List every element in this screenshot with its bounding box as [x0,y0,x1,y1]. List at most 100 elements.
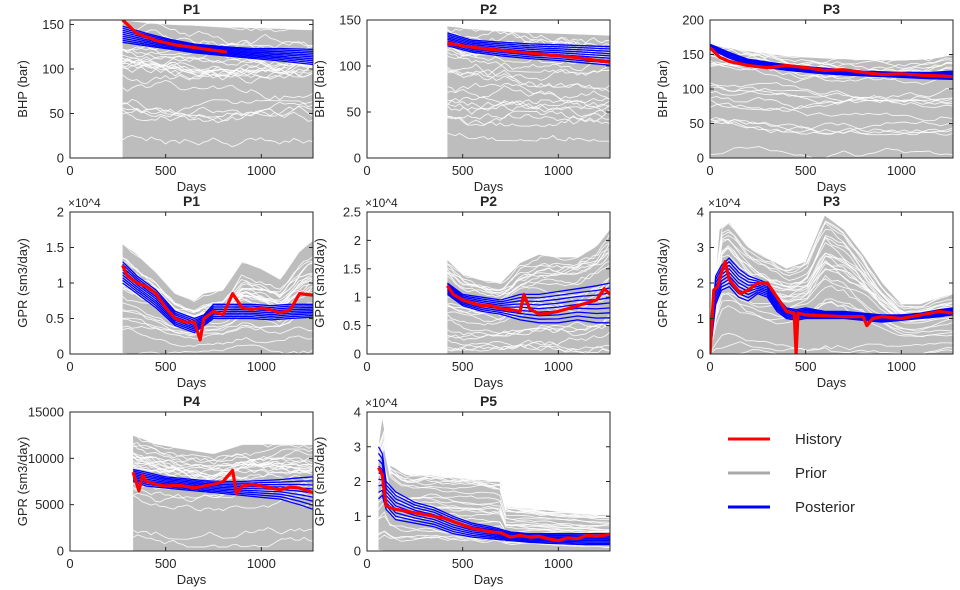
prior-ensemble-line [710,274,953,351]
y-tick-label: 100 [339,59,361,74]
x-axis-label: Days [474,572,504,587]
posterior-line [710,43,953,74]
panel-title: P4 [183,393,200,409]
prior-ensemble-line [378,430,610,515]
x-tick-label: 0 [363,163,370,178]
prior-ensemble-line [378,466,610,525]
x-tick-label: 0 [66,359,73,374]
x-tick-label: 500 [155,556,177,571]
prior-ensemble-line [122,260,313,313]
prior-ensemble-line [447,228,610,284]
prior-ensemble-line [132,462,313,480]
y-tick-label: 2 [697,276,704,291]
y-exponent-label: ×10^4 [68,196,101,210]
posterior-line [122,274,313,329]
history-line [121,264,313,342]
prior-ensemble-line [132,434,313,454]
y-tick-label: 5000 [35,497,64,512]
x-tick-label: 500 [155,163,177,178]
prior-ensemble-line [710,222,953,347]
history-line [131,468,313,496]
y-tick-label: 1 [354,509,361,524]
legend-history-label: History [795,431,842,448]
panel-title: P3 [823,1,840,17]
x-tick-label: 1000 [544,556,573,571]
posterior-line [447,292,610,320]
y-tick-label: 3 [697,240,704,255]
y-exponent-label: ×10^4 [365,196,398,210]
prior-ensemble-line [710,88,953,104]
y-tick-label: 0 [57,151,64,166]
y-axis-label: GPR (sm3/day) [312,238,327,328]
history-line [121,20,228,54]
panel-5: 0 500 1000 0 0.5 1 1.5 2 2.5 ×10^4 P2 Days GPR (sm3/… [312,193,611,390]
x-tick-label: 1000 [887,359,916,374]
panel-2: 0 500 1000 0 50 100 150 P2 Days BHP (bar) [312,1,611,194]
legend: History Prior Posterior [728,431,855,516]
x-tick-label: 0 [363,359,370,374]
prior-ensemble-line [710,220,953,348]
prior-ensemble-line [447,331,610,347]
prior-ensemble-line [710,341,953,354]
x-tick-label: 500 [795,359,817,374]
posterior-line [447,290,610,317]
prior-ensemble-line [710,332,953,354]
x-axis-label: Days [817,375,847,390]
y-tick-label: 1 [697,311,704,326]
posterior-line [710,282,953,354]
posterior-line [377,446,610,535]
posterior-line [378,494,610,546]
prior-ensemble-line [447,109,610,127]
plot-area [446,228,610,354]
prior-ensemble-line [378,445,610,523]
panel-title: P1 [183,193,200,209]
y-tick-label: 0 [697,347,704,362]
panel-1: 0 500 1000 0 50 100 150 P1 Days BHP (bar) [15,1,314,194]
axes-box [366,211,611,355]
prior-ensemble-line [710,95,953,109]
posterior-line [447,285,610,305]
y-tick-label: 1 [57,276,64,291]
panel-title: P1 [183,1,200,17]
prior-ensemble-line [122,105,313,122]
prior-ensemble-line [710,44,953,72]
prior-ensemble-line [447,323,610,337]
y-tick-label: 1.5 [343,261,361,276]
posterior-line [447,282,610,301]
panel-title: P2 [480,1,497,17]
y-tick-label: 1 [354,290,361,305]
y-exponent-label: ×10^4 [365,396,398,410]
history-line [710,260,953,354]
prior-ensemble-line [122,98,313,117]
posterior-line [122,279,313,332]
x-tick-label: 500 [452,556,474,571]
posterior-line [447,283,610,303]
posterior-line [122,277,313,330]
panel-3: 0 500 1000 0 50 100 150 200 P3 Days BHP (bar) [655,1,954,194]
posterior-line [447,35,610,52]
x-tick-label: 1000 [247,556,276,571]
x-tick-label: 0 [66,163,73,178]
prior-ensemble-line [447,242,610,294]
prior-ensemble-line [378,530,610,548]
posterior-line [447,33,610,50]
prior-ensemble-line [132,455,313,472]
prior-ensemble-line [710,52,953,65]
y-tick-label: 2.5 [343,205,361,220]
prior-ensemble-line [122,308,313,335]
plot-area [121,20,313,158]
prior-ensemble-line [132,443,313,465]
y-tick-label: 3 [354,439,361,454]
prior-ensemble-line [447,68,610,89]
prior-ensemble-line [710,299,953,351]
panel-title: P5 [480,393,497,409]
x-tick-label: 1000 [247,163,276,178]
x-axis-label: Days [177,179,207,194]
posterior-line [710,285,953,354]
prior-ensemble-line [132,534,313,548]
prior-ensemble-line [122,56,313,71]
panel-6: 0 500 1000 0 1 2 3 4 ×10^4 P3 Days GPR (sm3/day) [655,193,954,390]
prior-ensemble-line [447,241,610,291]
posterior-line [122,41,313,66]
